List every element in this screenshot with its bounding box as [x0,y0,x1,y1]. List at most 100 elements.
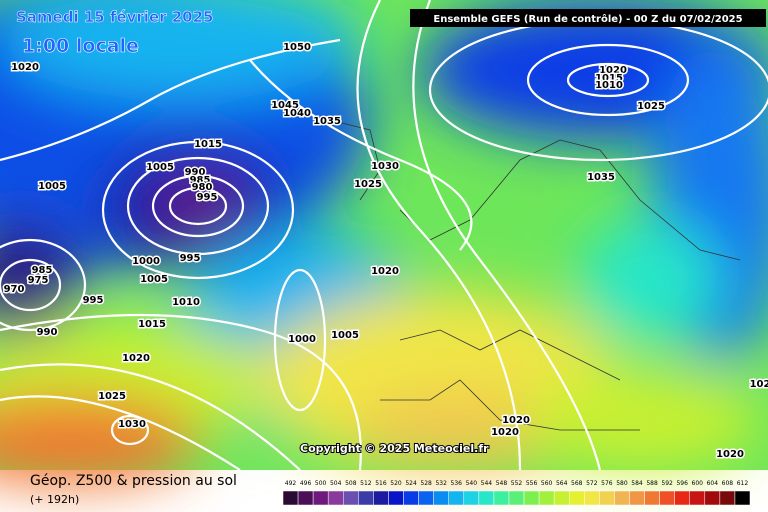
isobar-label: 1020 [716,449,744,460]
isobar-label: 985 [32,265,53,276]
isobar-label: 1020 [371,266,399,277]
isobar-label: 1010 [172,297,200,308]
isobar-label: 1000 [132,256,160,267]
scale-label: 516 [375,480,387,487]
isobar-label: 1020 [491,427,519,438]
scale-label: 524 [405,480,417,487]
scale-label: 544 [481,480,493,487]
scale-swatch [373,490,389,506]
scale-swatch [312,490,329,506]
isobar-label: 102 [750,379,768,390]
map-background [0,0,768,485]
scale-label: 564 [556,480,568,487]
isobar-label: 990 [185,167,206,178]
scale-label: 520 [390,480,402,487]
scale-label: 508 [345,480,357,487]
scale-label: 504 [330,480,342,487]
isobar-label: 1045 [271,100,299,111]
local-time: 1:00 locale [22,35,139,57]
scale-swatch [659,490,675,506]
run-banner [410,9,766,27]
isobar-label: 1030 [118,419,146,430]
scale-swatch [508,490,525,506]
isobar-label: 1000 [288,334,316,345]
scale-label: 500 [315,480,327,487]
isobar-label: 975 [28,275,49,286]
scale-swatch [463,490,480,506]
scale-swatch [599,490,615,506]
isobar-label: 995 [180,253,201,264]
scale-label: 552 [511,480,523,487]
scale-swatch [704,490,721,506]
scale-label: 588 [646,480,658,487]
isobar-label: 1020 [122,353,150,364]
scale-swatch [343,490,359,506]
scale-swatch [644,490,660,506]
scale-swatch [614,490,630,506]
scale-swatch [734,490,751,506]
isobar-label: 1030 [371,161,399,172]
scale-swatch [297,490,314,506]
isobar-label: 985 [190,175,211,186]
scale-swatch [719,490,736,506]
footer-title: Géop. Z500 & pression au sol [30,473,237,489]
scale-label: 532 [435,480,447,487]
scale-label: 496 [300,480,312,487]
scale-swatch [418,490,434,506]
scale-label: 576 [601,480,613,487]
isobar-label: 1025 [354,179,382,190]
isobar-label: 1040 [283,108,311,119]
isobar-label: 970 [4,284,25,295]
scale-label: 612 [737,480,749,487]
isobar-label: 1035 [587,172,615,183]
scale-swatch [433,490,449,506]
scale-swatch [388,490,404,506]
isobar-label: 1005 [146,162,174,173]
scale-swatch [553,490,570,506]
scale-label: 540 [466,480,478,487]
scale-swatch [538,490,555,506]
isobar-label: 1025 [98,391,126,402]
scale-swatch [689,490,706,506]
scale-label: 548 [496,480,508,487]
scale-label: 560 [541,480,553,487]
scale-label: 556 [526,480,538,487]
scale-swatch [282,490,299,506]
isobar-label: 1015 [138,319,166,330]
scale-swatch [523,490,540,506]
isobar-label: 1025 [637,101,665,112]
scale-label: 580 [616,480,628,487]
scale-swatch [674,490,690,506]
isobar-label: 1010 [595,80,623,91]
isobar-label: 990 [37,327,58,338]
isobar-label: 995 [197,192,218,203]
copyright: Copyright © 2025 Meteociel.fr [300,442,489,455]
run-info: Ensemble GEFS (Run de contrôle) - 00 Z d… [433,13,742,25]
isobar-label: 1020 [502,415,530,426]
scale-label: 512 [360,480,372,487]
isobar-label: 1020 [599,65,627,76]
scale-swatch [493,490,510,506]
scale-label: 592 [661,480,673,487]
scale-swatch [568,490,585,506]
isobar-label: 1015 [194,139,222,150]
scale-label: 584 [631,480,643,487]
date: Samedi 15 février 2025 [16,8,213,26]
scale-label: 528 [420,480,432,487]
scale-swatch [478,490,495,506]
scale-label: 600 [692,480,704,487]
footer-subtitle: (+ 192h) [30,493,79,506]
isobar-label: 1020 [11,62,39,73]
scale-label: 596 [676,480,688,487]
isobar-label: 1015 [595,73,623,84]
scale-swatch [403,490,419,506]
isobar-label: 1035 [313,116,341,127]
scale-swatch [584,490,600,506]
isobar-label: 1050 [283,42,311,53]
isobar-label: 980 [192,182,213,193]
scale-label: 608 [722,480,734,487]
isobar-label: 1005 [140,274,168,285]
scale-label: 568 [571,480,583,487]
